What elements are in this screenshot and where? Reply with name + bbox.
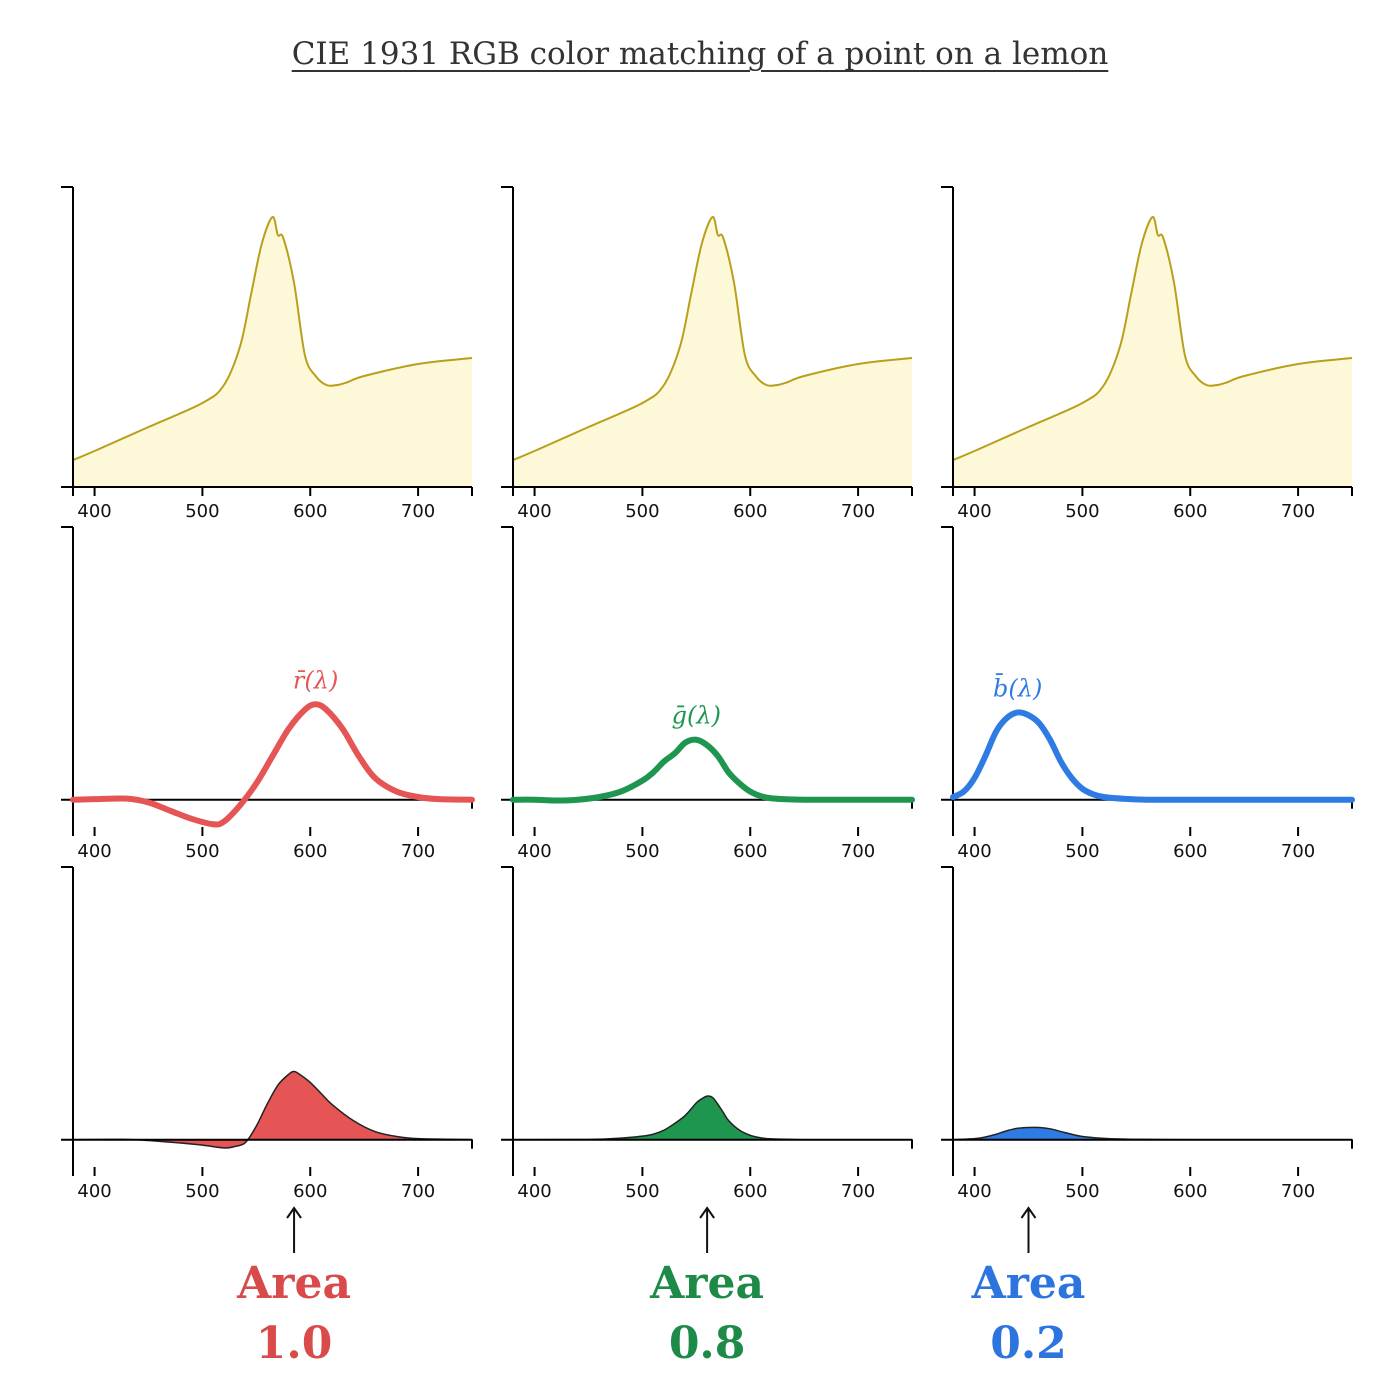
x-tick-label-500: 500 bbox=[625, 841, 659, 862]
axes-r0-c1: 400 500 600 700 bbox=[501, 186, 913, 522]
x-tick-label-500: 500 bbox=[625, 501, 659, 522]
x-tick-label-700: 700 bbox=[841, 501, 875, 522]
axes-r2-c0: 400 500 600 700 bbox=[61, 866, 473, 1202]
x-tick-label-700: 700 bbox=[841, 1181, 875, 1202]
x-tick-label-600: 600 bbox=[293, 501, 327, 522]
x-tick-label-400: 400 bbox=[957, 841, 991, 862]
spectrum-line-c0 bbox=[72, 215, 473, 461]
x-tick-label-600: 600 bbox=[1173, 1181, 1207, 1202]
spectrum-fill-c1 bbox=[513, 216, 912, 487]
x-tick-label-600: 600 bbox=[1173, 501, 1207, 522]
area-arrow-red bbox=[286, 1206, 302, 1253]
matching-curve-red bbox=[70, 701, 475, 828]
area-word-green: Area bbox=[650, 1258, 764, 1309]
axes-r0-c0: 400 500 600 700 bbox=[61, 186, 473, 522]
x-tick-label-400: 400 bbox=[77, 501, 111, 522]
x-tick-label-700: 700 bbox=[1281, 1181, 1315, 1202]
x-tick-label-500: 500 bbox=[185, 1181, 219, 1202]
area-value-red: 1.0 bbox=[255, 1318, 333, 1369]
x-tick-label-700: 700 bbox=[1281, 501, 1315, 522]
spectrum-fill-c0 bbox=[73, 216, 472, 487]
x-tick-label-600: 600 bbox=[733, 1181, 767, 1202]
x-tick-label-400: 400 bbox=[517, 1181, 551, 1202]
spectrum-line-c2 bbox=[952, 215, 1353, 461]
spectrum-fill-c2 bbox=[953, 216, 1352, 487]
arrow-head bbox=[699, 1206, 715, 1219]
x-tick-label-600: 600 bbox=[1173, 841, 1207, 862]
x-tick-label-400: 400 bbox=[957, 1181, 991, 1202]
x-tick-label-400: 400 bbox=[957, 501, 991, 522]
axes-r1-c1: 400 500 600 700 bbox=[501, 526, 913, 862]
area-value-blue: 0.2 bbox=[990, 1318, 1067, 1369]
x-tick-label-500: 500 bbox=[1065, 501, 1099, 522]
x-tick-label-700: 700 bbox=[841, 841, 875, 862]
area-word-red: Area bbox=[237, 1258, 351, 1309]
arrow-head bbox=[286, 1206, 302, 1219]
arrow-head bbox=[1020, 1206, 1037, 1219]
x-tick-label-600: 600 bbox=[293, 1181, 327, 1202]
chart-title: CIE 1931 RGB color matching of a point o… bbox=[291, 36, 1109, 72]
area-value-green: 0.8 bbox=[668, 1318, 746, 1369]
x-tick-label-700: 700 bbox=[401, 501, 435, 522]
matching-curve-blue bbox=[950, 709, 1355, 803]
x-tick-label-400: 400 bbox=[517, 501, 551, 522]
x-tick-label-500: 500 bbox=[185, 501, 219, 522]
curve-label-blue: b̄(λ) bbox=[993, 673, 1042, 702]
axes-r1-c0: 400 500 600 700 bbox=[61, 526, 473, 862]
x-tick-label-400: 400 bbox=[77, 1181, 111, 1202]
area-word-blue: Area bbox=[971, 1258, 1086, 1309]
axes-r2-c2: 400 500 600 700 bbox=[941, 866, 1353, 1202]
axes-r2-c1: 400 500 600 700 bbox=[501, 866, 913, 1202]
x-tick-label-500: 500 bbox=[1065, 1181, 1099, 1202]
x-tick-label-400: 400 bbox=[517, 841, 551, 862]
x-tick-label-400: 400 bbox=[77, 841, 111, 862]
product-area-blue bbox=[952, 1126, 1353, 1141]
x-tick-label-700: 700 bbox=[401, 841, 435, 862]
spectrum-line-c1 bbox=[512, 215, 913, 461]
x-tick-label-600: 600 bbox=[733, 501, 767, 522]
axes-r0-c2: 400 500 600 700 bbox=[941, 186, 1353, 522]
x-tick-label-500: 500 bbox=[1065, 841, 1099, 862]
curve-label-green: ḡ(λ) bbox=[672, 702, 721, 730]
x-tick-label-600: 600 bbox=[733, 841, 767, 862]
product-area-green bbox=[512, 1095, 913, 1141]
x-tick-label-500: 500 bbox=[625, 1181, 659, 1202]
matching-curve-green bbox=[510, 736, 915, 804]
area-arrow-blue bbox=[1020, 1206, 1037, 1253]
x-tick-label-700: 700 bbox=[1281, 841, 1315, 862]
area-arrow-green bbox=[699, 1206, 715, 1253]
x-tick-label-600: 600 bbox=[293, 841, 327, 862]
product-area-red bbox=[72, 1070, 473, 1149]
x-tick-label-700: 700 bbox=[401, 1181, 435, 1202]
curve-label-red: r̄(λ) bbox=[293, 666, 338, 694]
x-tick-label-500: 500 bbox=[185, 841, 219, 862]
